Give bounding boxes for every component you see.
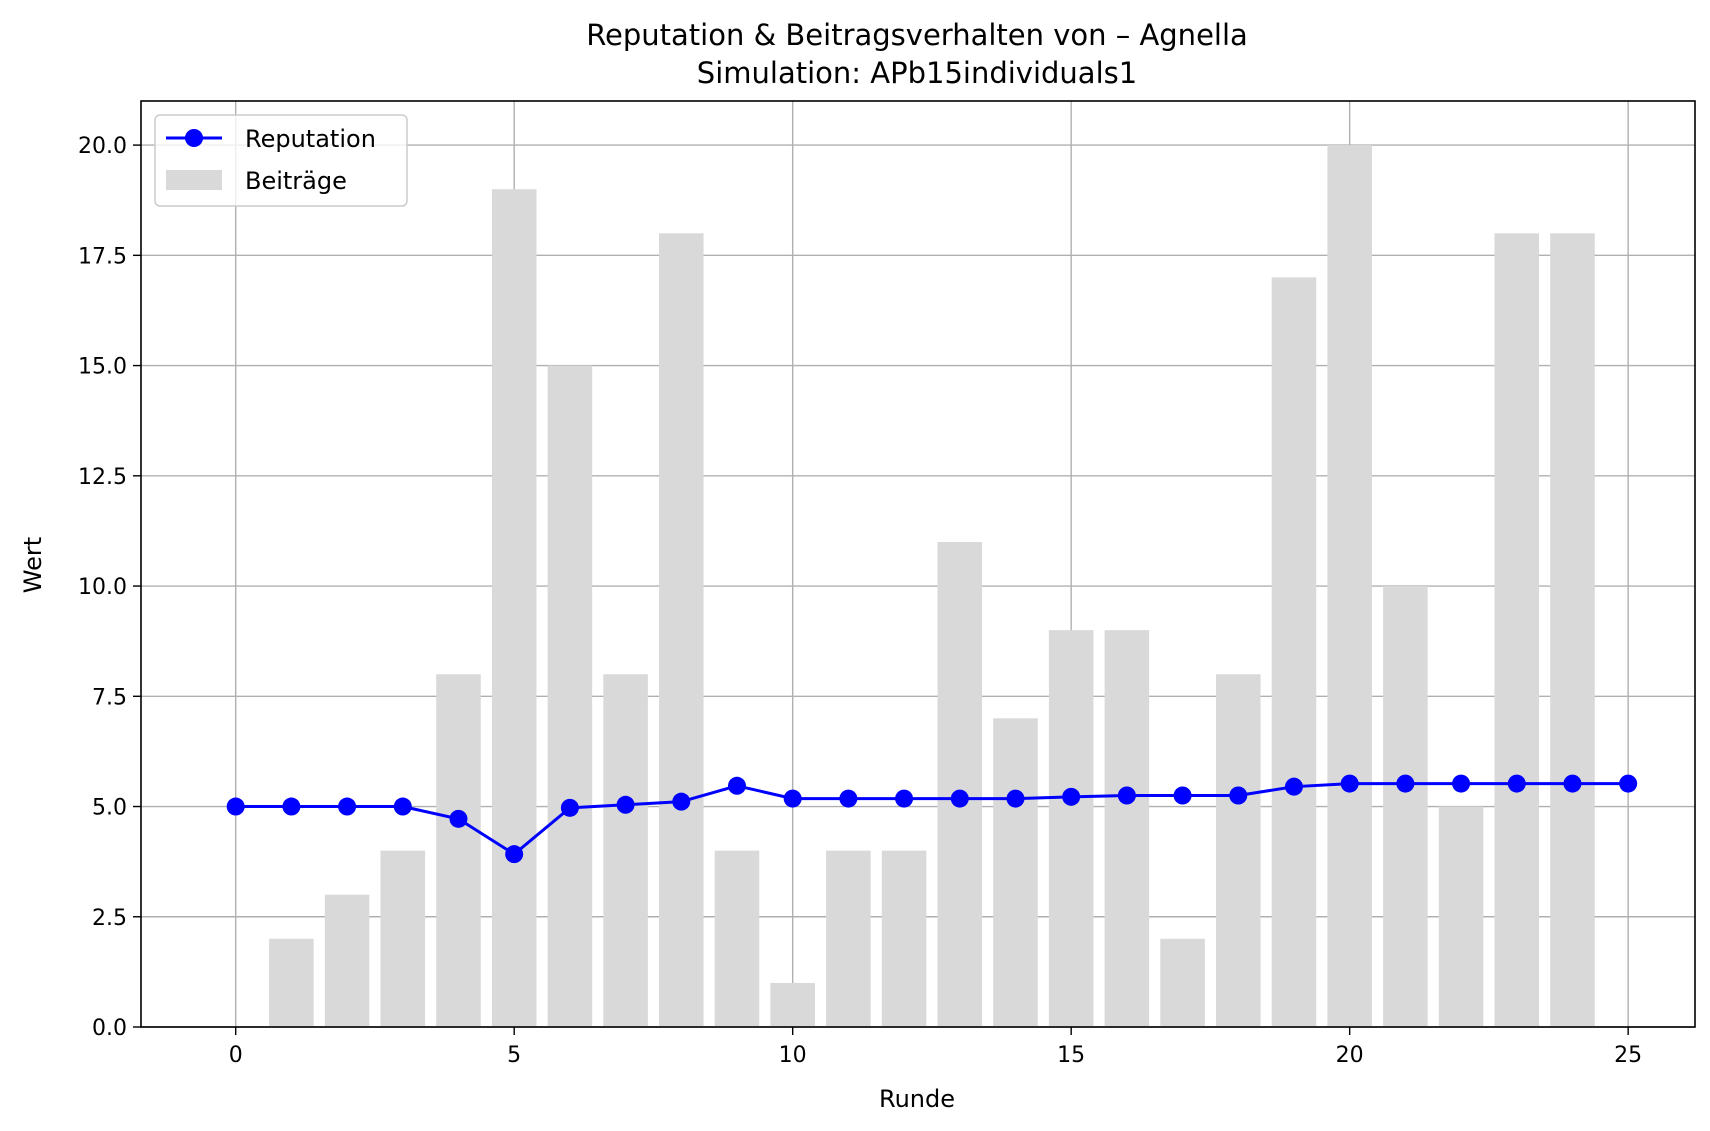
beitrag-bar (491, 189, 537, 1027)
beitrag-bar (1271, 277, 1317, 1027)
beitrag-bar (324, 894, 370, 1027)
reputation-point (1284, 777, 1303, 796)
line-series-reputation (226, 774, 1638, 864)
y-tick-label: 10.0 (78, 575, 127, 600)
reputation-point (1563, 774, 1582, 793)
reputation-point (226, 797, 245, 816)
reputation-point (1173, 786, 1192, 805)
y-tick-label: 15.0 (78, 355, 127, 380)
y-axis-label: Wert (19, 537, 47, 593)
reputation-point (282, 797, 301, 816)
reputation-point (1507, 774, 1526, 793)
reputation-point (672, 792, 691, 811)
beitrag-bar (603, 674, 648, 1027)
reputation-point (1340, 774, 1359, 793)
beitrag-bar (1215, 674, 1261, 1027)
beitrag-bar (659, 233, 704, 1028)
beitrag-bar (1048, 630, 1094, 1027)
reputation-point (560, 798, 579, 817)
reputation-point (338, 797, 357, 816)
beitrag-bar (1327, 145, 1372, 1028)
beitrag-bar (881, 850, 927, 1027)
reputation-line (235, 782, 1629, 856)
x-axis-ticks: 0 5 10 15 20 25 (229, 1027, 1642, 1068)
beitrag-bar (1160, 938, 1205, 1027)
legend-label-beitraege: Beiträge (245, 167, 347, 195)
legend: Reputation Beiträge (154, 114, 408, 207)
reputation-point (839, 789, 858, 808)
x-tick-label: 0 (229, 1043, 243, 1068)
chart-subtitle: Simulation: APb15individuals1 (697, 56, 1137, 90)
reputation-point (1452, 774, 1471, 793)
beitrag-bar (1383, 586, 1428, 1027)
y-tick-label: 17.5 (78, 244, 127, 269)
legend-marker-swatch (185, 129, 203, 147)
reputation-point (449, 809, 468, 828)
reputation-point (393, 797, 412, 816)
x-tick-label: 25 (1614, 1043, 1642, 1068)
beitrag-bar (993, 718, 1038, 1027)
reputation-point (783, 789, 802, 808)
beitrag-bar (937, 541, 983, 1027)
reputation-point (895, 789, 914, 808)
beitrag-bar (269, 938, 314, 1027)
reputation-point (1117, 786, 1136, 805)
x-tick-label: 15 (1057, 1043, 1085, 1068)
beitrag-bar (436, 674, 481, 1027)
legend-label-reputation: Reputation (245, 125, 376, 153)
y-tick-label: 5.0 (92, 796, 127, 821)
reputation-point (727, 776, 746, 795)
reputation-point (1619, 774, 1638, 793)
y-axis-ticks: 0.0 2.5 5.0 7.5 10.0 12.5 15.0 17.5 20.0 (78, 134, 141, 1041)
beitrag-bar (547, 365, 593, 1028)
y-tick-label: 12.5 (78, 465, 127, 490)
beitrag-bar (1438, 806, 1484, 1027)
beitrag-bar (380, 850, 426, 1027)
reputation-point (616, 795, 635, 814)
reputation-point (1229, 786, 1248, 805)
bar-series-beitraege (269, 145, 1595, 1028)
reputation-point (1396, 774, 1415, 793)
x-tick-label: 10 (779, 1043, 807, 1068)
reputation-point (505, 845, 524, 864)
beitrag-bar (826, 850, 871, 1027)
y-tick-label: 20.0 (78, 134, 127, 159)
reputation-point (950, 789, 969, 808)
reputation-point (1006, 789, 1025, 808)
y-tick-label: 2.5 (92, 906, 127, 931)
y-tick-label: 0.0 (92, 1016, 127, 1041)
x-axis-label: Runde (879, 1085, 955, 1113)
chart-title: Reputation & Beitragsverhalten von – Agn… (586, 18, 1248, 52)
beitrag-bar (1550, 233, 1595, 1028)
beitrag-bar (770, 982, 815, 1027)
plot-area-frame (140, 100, 1696, 1028)
beitrag-bar (1104, 630, 1150, 1027)
legend-bar-swatch (166, 170, 222, 190)
reputation-point (1062, 787, 1081, 806)
beitrag-bar (1494, 233, 1540, 1028)
beitrag-bar (714, 850, 760, 1027)
x-tick-label: 5 (507, 1043, 521, 1068)
x-tick-label: 20 (1336, 1043, 1364, 1068)
y-tick-label: 7.5 (92, 685, 127, 710)
